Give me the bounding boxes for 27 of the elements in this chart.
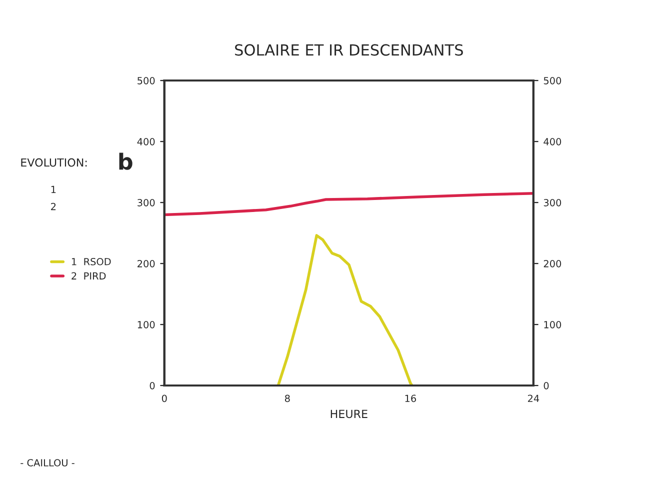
x-tick-label: 8 — [284, 394, 290, 402]
legend-label: 2 PIRD — [72, 272, 106, 280]
y2-tick-label: 0 — [544, 382, 549, 390]
y2-tick-label: 200 — [544, 260, 562, 268]
text: - CAILLOU - — [20, 459, 74, 466]
x-tick-label: 16 — [405, 394, 416, 402]
line-series — [276, 234, 414, 386]
y-tick-label: 0 — [150, 382, 155, 390]
y2-tick-label: 500 — [544, 77, 562, 84]
legend-label: 1 RSOD — [72, 258, 111, 266]
x-tick-label: 24 — [528, 394, 540, 402]
y-tick-label: 200 — [138, 260, 155, 268]
x-tick-label: 0 — [162, 394, 167, 402]
y2-tick-label: 400 — [544, 138, 562, 146]
y-tick-label: 400 — [137, 138, 155, 146]
y-tick-label: 500 — [138, 77, 155, 84]
line-series — [164, 192, 534, 216]
y-tick-label: 100 — [138, 321, 155, 328]
text: 2 — [51, 202, 56, 210]
y-tick-label: 300 — [138, 199, 155, 206]
chart-title: SOLAIRE ET IR DESCENDANTS — [235, 44, 463, 56]
x-axis-title: HEURE — [330, 410, 368, 418]
text: b — [119, 152, 132, 170]
text: EVOLUTION: — [21, 158, 87, 167]
y2-tick-label: 300 — [544, 199, 562, 206]
text: 1 — [51, 186, 56, 194]
y2-tick-label: 100 — [544, 321, 562, 328]
